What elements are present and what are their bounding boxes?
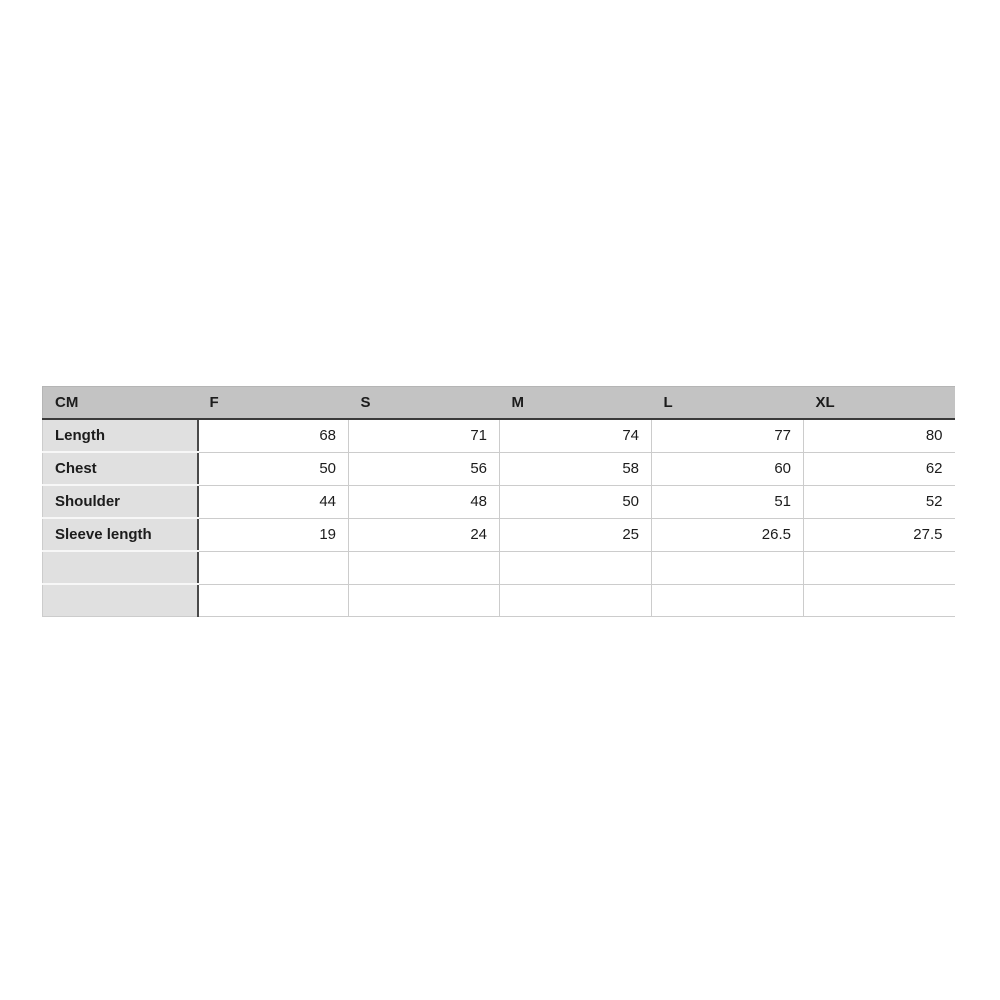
table-row-empty-2	[42, 584, 955, 617]
cell-chest-xl: 62	[803, 452, 955, 486]
table-row-shoulder: Shoulder 44 48 50 51 52	[42, 485, 955, 519]
table-row-sleeve-length: Sleeve length 19 24 25 26.5 27.5	[42, 518, 955, 552]
cell-shoulder-s: 48	[348, 485, 500, 519]
row-label-sleeve-length: Sleeve length	[42, 518, 199, 552]
cell-length-s: 71	[348, 419, 500, 453]
column-header-xl: XL	[803, 386, 955, 420]
cell-sleeve-l: 26.5	[651, 518, 804, 552]
cell-chest-s: 56	[348, 452, 500, 486]
column-header-l: L	[651, 386, 804, 420]
cell-sleeve-f: 19	[197, 518, 349, 552]
table-row-empty-1	[42, 551, 955, 585]
cell-empty-2-xl	[803, 584, 955, 617]
cell-sleeve-s: 24	[348, 518, 500, 552]
table-body: Length 68 71 74 77 80 Chest 50 56 58 60 …	[42, 419, 955, 617]
cell-shoulder-f: 44	[197, 485, 349, 519]
header-row: CM F S M L XL	[42, 386, 955, 420]
size-chart-table: CM F S M L XL Length 68 71 74 77 80	[42, 386, 955, 617]
cell-empty-1-f	[197, 551, 349, 585]
cell-shoulder-m: 50	[499, 485, 652, 519]
cell-empty-2-m	[499, 584, 652, 617]
table-header: CM F S M L XL	[42, 386, 955, 420]
cell-length-xl: 80	[803, 419, 955, 453]
column-header-s: S	[348, 386, 500, 420]
table-row-length: Length 68 71 74 77 80	[42, 419, 955, 453]
cell-sleeve-m: 25	[499, 518, 652, 552]
row-label-chest: Chest	[42, 452, 199, 486]
unit-header-cell: CM	[42, 386, 198, 420]
cell-empty-1-xl	[803, 551, 955, 585]
cell-empty-1-s	[348, 551, 500, 585]
cell-empty-2-s	[348, 584, 500, 617]
cell-empty-2-l	[651, 584, 804, 617]
cell-shoulder-l: 51	[651, 485, 804, 519]
cell-chest-l: 60	[651, 452, 804, 486]
row-label-shoulder: Shoulder	[42, 485, 199, 519]
cell-empty-1-l	[651, 551, 804, 585]
cell-chest-f: 50	[197, 452, 349, 486]
row-label-empty-2	[42, 584, 199, 617]
row-label-length: Length	[42, 419, 199, 453]
cell-chest-m: 58	[499, 452, 652, 486]
cell-length-m: 74	[499, 419, 652, 453]
cell-length-l: 77	[651, 419, 804, 453]
cell-sleeve-xl: 27.5	[803, 518, 955, 552]
column-header-f: F	[197, 386, 349, 420]
size-chart: CM F S M L XL Length 68 71 74 77 80	[42, 386, 955, 617]
column-header-m: M	[499, 386, 652, 420]
cell-empty-1-m	[499, 551, 652, 585]
cell-empty-2-f	[197, 584, 349, 617]
row-label-empty-1	[42, 551, 199, 585]
cell-length-f: 68	[197, 419, 349, 453]
cell-shoulder-xl: 52	[803, 485, 955, 519]
table-row-chest: Chest 50 56 58 60 62	[42, 452, 955, 486]
